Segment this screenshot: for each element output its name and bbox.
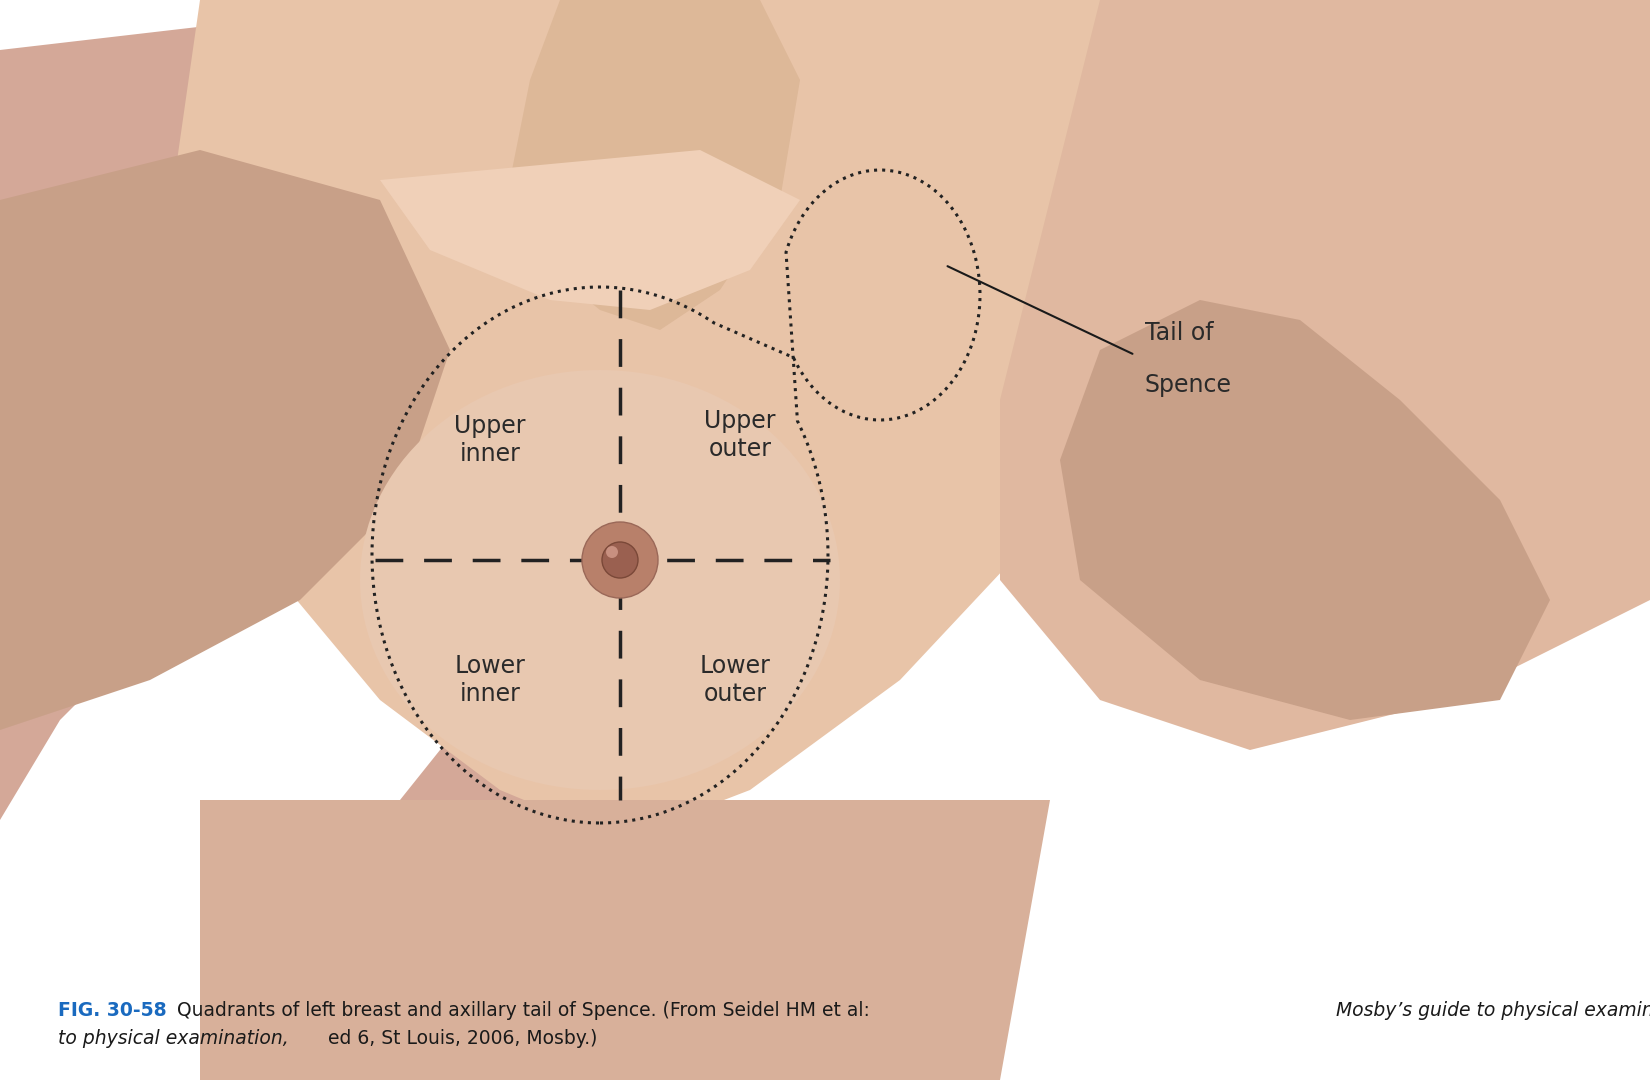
Text: Mosby’s guide to physical examination,: Mosby’s guide to physical examination, bbox=[1336, 1001, 1650, 1021]
Text: Tail of: Tail of bbox=[1145, 321, 1214, 345]
Text: Lower
outer: Lower outer bbox=[700, 654, 771, 706]
Text: Lower
inner: Lower inner bbox=[454, 654, 525, 706]
Polygon shape bbox=[0, 0, 700, 1080]
Polygon shape bbox=[0, 150, 450, 730]
Polygon shape bbox=[1000, 0, 1650, 750]
Text: Upper
outer: Upper outer bbox=[705, 409, 775, 461]
Text: FIG. 30-58: FIG. 30-58 bbox=[58, 1001, 167, 1021]
Polygon shape bbox=[200, 800, 1049, 1080]
Text: Spence: Spence bbox=[1145, 373, 1233, 397]
Polygon shape bbox=[160, 0, 1200, 840]
Text: Quadrants of left breast and axillary tail of Spence. (From Seidel HM et al:: Quadrants of left breast and axillary ta… bbox=[177, 1001, 876, 1021]
Circle shape bbox=[582, 522, 658, 598]
Text: ed 6, St Louis, 2006, Mosby.): ed 6, St Louis, 2006, Mosby.) bbox=[322, 1029, 597, 1049]
Ellipse shape bbox=[360, 370, 840, 789]
Text: to physical examination,: to physical examination, bbox=[58, 1029, 289, 1049]
Polygon shape bbox=[510, 0, 800, 330]
Polygon shape bbox=[380, 150, 800, 310]
Circle shape bbox=[602, 542, 639, 578]
Circle shape bbox=[606, 546, 619, 558]
Polygon shape bbox=[1059, 300, 1549, 720]
Text: Upper
inner: Upper inner bbox=[454, 414, 526, 465]
